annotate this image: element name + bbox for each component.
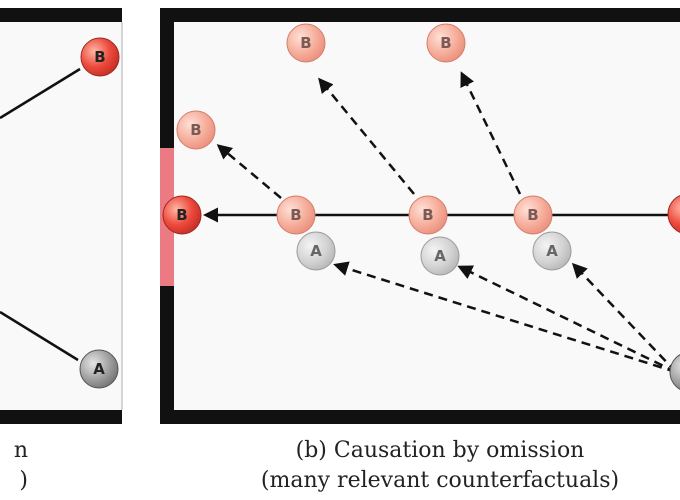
dashed-arrow-b2 [318, 77, 415, 195]
counterfactual-ball-b-upper-left-label: B [190, 121, 201, 139]
mid-ball-b-1-label: B [290, 206, 301, 224]
right-panel-top-wall [160, 8, 680, 22]
left-ball-b-label: B [94, 48, 105, 66]
left-ball-a: A [79, 349, 119, 389]
right-panel-left-wall-upper [160, 8, 174, 148]
mid-ball-b-1: B [276, 195, 316, 235]
goal-ball-b-label: B [176, 206, 187, 224]
mid-ball-a-2: A [420, 236, 460, 276]
dashed-arrow-a2 [457, 265, 677, 374]
mid-ball-b-3-label: B [527, 206, 538, 224]
mid-ball-a-1-label: A [310, 242, 322, 260]
counterfactual-ball-b-top-1-label: B [300, 34, 311, 52]
mid-ball-b-3: B [513, 195, 553, 235]
counterfactual-ball-b-top-1: B [286, 23, 326, 63]
mid-ball-a-3-label: A [546, 242, 558, 260]
right-panel-left-wall-lower [160, 286, 174, 424]
left-panel-top-wall [0, 8, 122, 22]
mid-ball-a-1: A [296, 231, 336, 271]
mid-ball-b-2: B [408, 195, 448, 235]
right-caption-line-1: (b) Causation by omission [295, 438, 585, 463]
ball-b-start [667, 195, 680, 233]
left-ball-a-label: A [93, 360, 105, 378]
left-caption-line-1: n [13, 438, 28, 463]
left-caption-line-2: ) [19, 468, 28, 493]
goal-ball-b: B [162, 195, 202, 235]
right-panel-bottom-wall [160, 410, 680, 424]
counterfactual-ball-b-top-2: B [426, 23, 466, 63]
left-panel-bottom-wall [0, 410, 122, 424]
left-path-to-b [0, 67, 81, 120]
right-caption-line-2: (many relevant counterfactuals) [260, 468, 620, 493]
left-panel: B A [0, 8, 123, 424]
counterfactual-ball-b-top-2-label: B [440, 34, 451, 52]
dashed-arrow-b1 [216, 144, 282, 199]
ball-a-start [669, 354, 680, 390]
mid-ball-a-2-label: A [434, 247, 446, 265]
mid-ball-a-3: A [532, 231, 572, 271]
left-path-to-a [0, 310, 79, 362]
mid-ball-b-2-label: B [422, 206, 433, 224]
dashed-arrow-b3 [460, 71, 522, 195]
counterfactual-ball-b-upper-left: B [176, 110, 216, 150]
right-panel: B B B B B B B A [160, 8, 680, 424]
left-ball-b: B [80, 37, 120, 77]
dashed-arrow-a3 [571, 262, 677, 373]
